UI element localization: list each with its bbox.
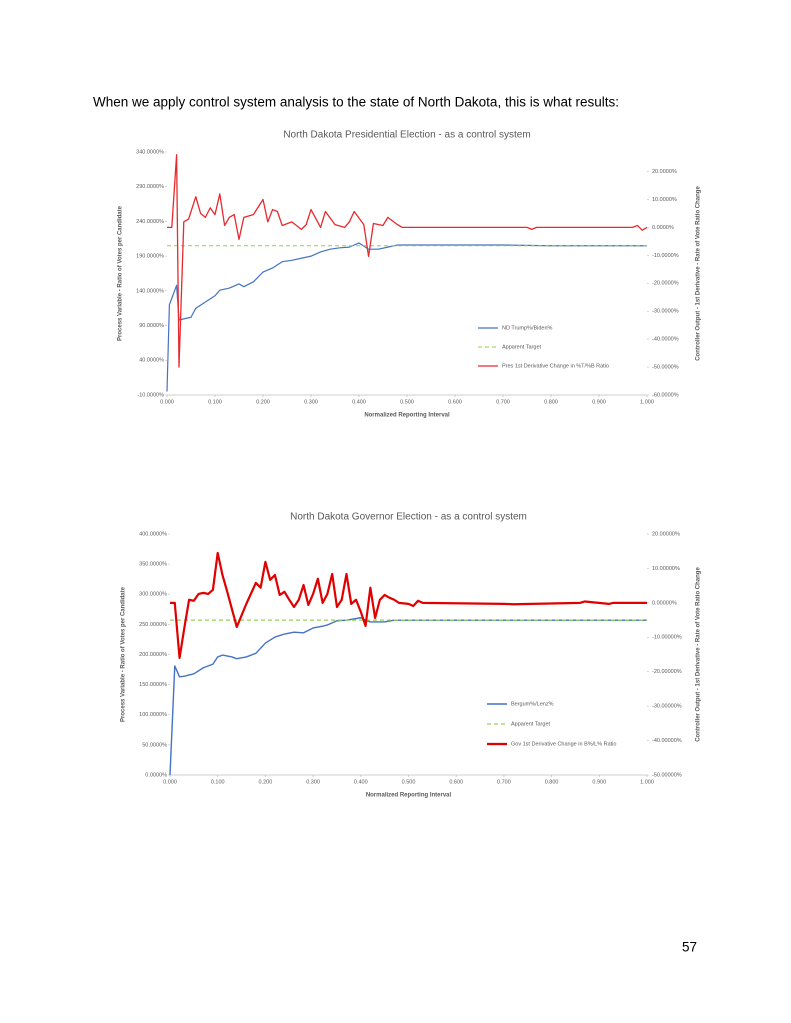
y-tick-label: 200.0000% [139, 652, 167, 658]
legend-label: Apparent Target [511, 721, 551, 727]
y2-axis-title: Controller Output - 1st Derivative - Rat… [696, 186, 702, 361]
legend-label: Pres 1st Derivative Change in %T/%B Rati… [502, 363, 609, 369]
x-tick-label: 0.200 [259, 779, 273, 785]
y2-tick-label: 20.0000% [652, 169, 677, 175]
y2-tick-label: -30.00000% [652, 704, 682, 710]
series-line [167, 154, 648, 368]
y2-tick-label: -20.0000% [652, 281, 679, 287]
y-tick-label: 300.0000% [139, 592, 167, 598]
series-line [166, 242, 647, 392]
y-tick-label: 400.0000% [139, 531, 167, 537]
x-tick-label: 1.000 [640, 399, 654, 405]
legend-label: Apparent Target [502, 344, 542, 350]
x-tick-label: 0.500 [402, 779, 416, 785]
x-tick-label: 0.000 [163, 779, 177, 785]
y2-tick-label: -40.0000% [652, 337, 679, 343]
y2-tick-label: 10.00000% [652, 566, 680, 572]
x-tick-label: 0.100 [208, 399, 222, 405]
x-tick-label: 0.400 [354, 779, 368, 785]
x-tick-label: 0.600 [448, 399, 462, 405]
body-text: When we apply control system analysis to… [93, 95, 619, 110]
x-tick-label: 0.300 [304, 399, 318, 405]
x-axis-title: Normalized Reporting Interval [364, 413, 450, 419]
y-tick-label: 100.0000% [139, 712, 167, 718]
x-tick-label: 0.500 [400, 399, 414, 405]
y2-axis-title: Controller Output - 1st Derivative - Rat… [696, 567, 702, 742]
x-tick-label: 0.600 [449, 779, 463, 785]
y2-tick-label: -10.00000% [652, 635, 682, 641]
legend-label: Gov 1st Derivative Change in B%/L% Ratio [511, 741, 616, 747]
y2-tick-label: 10.0000% [652, 197, 677, 203]
x-tick-label: 0.400 [352, 399, 366, 405]
series-line [170, 551, 647, 660]
series-line [169, 617, 647, 776]
y2-tick-label: -60.0000% [652, 392, 679, 398]
y-tick-label: 40.0000% [139, 358, 164, 364]
x-tick-label: 0.700 [496, 399, 510, 405]
y-tick-label: 140.0000% [136, 288, 164, 294]
page-number: 57 [682, 940, 697, 955]
y2-tick-label: 0.0000% [652, 225, 674, 231]
x-tick-label: 0.000 [160, 399, 174, 405]
y-tick-label: 240.0000% [136, 219, 164, 225]
y-axis-title: Process Variable - Ratio of Votes per Ca… [121, 586, 127, 722]
x-tick-label: 0.900 [592, 779, 606, 785]
y2-tick-label: -30.0000% [652, 309, 679, 315]
legend-label: Bergum%/Lenz% [511, 701, 554, 707]
y-tick-label: 290.0000% [136, 184, 164, 190]
chart-title: North Dakota Presidential Election - as … [283, 130, 530, 141]
x-tick-label: 1.000 [640, 779, 654, 785]
x-tick-label: 0.800 [545, 779, 559, 785]
y2-tick-label: 0.00000% [652, 600, 677, 606]
x-tick-label: 0.700 [497, 779, 511, 785]
y-tick-label: 150.0000% [139, 682, 167, 688]
x-tick-label: 0.100 [211, 779, 225, 785]
y2-tick-label: 20.00000% [652, 531, 680, 537]
y-tick-label: 90.0000% [139, 323, 164, 329]
x-tick-label: 0.200 [256, 399, 270, 405]
x-tick-label: 0.800 [544, 399, 558, 405]
x-tick-label: 0.900 [592, 399, 606, 405]
y2-tick-label: -10.0000% [652, 253, 679, 259]
y-axis-title: Process Variable - Ratio of Votes per Ca… [118, 205, 124, 341]
legend-label: ND Trump%/Biden% [502, 325, 553, 331]
y-tick-label: 50.0000% [142, 742, 167, 748]
y-tick-label: -10.0000% [137, 392, 164, 398]
y-tick-label: 0.0000% [145, 772, 167, 778]
y-tick-label: 190.0000% [136, 254, 164, 260]
y-tick-label: 250.0000% [139, 622, 167, 628]
y2-tick-label: -50.0000% [652, 365, 679, 371]
x-tick-label: 0.300 [306, 779, 320, 785]
y2-tick-label: -20.00000% [652, 669, 682, 675]
y-tick-label: 350.0000% [139, 562, 167, 568]
y-tick-label: 340.0000% [136, 149, 164, 155]
chart-title: North Dakota Governor Election - as a co… [290, 512, 527, 523]
y2-tick-label: -50.00000% [652, 772, 682, 778]
y2-tick-label: -40.00000% [652, 738, 682, 744]
x-axis-title: Normalized Reporting Interval [366, 793, 452, 799]
